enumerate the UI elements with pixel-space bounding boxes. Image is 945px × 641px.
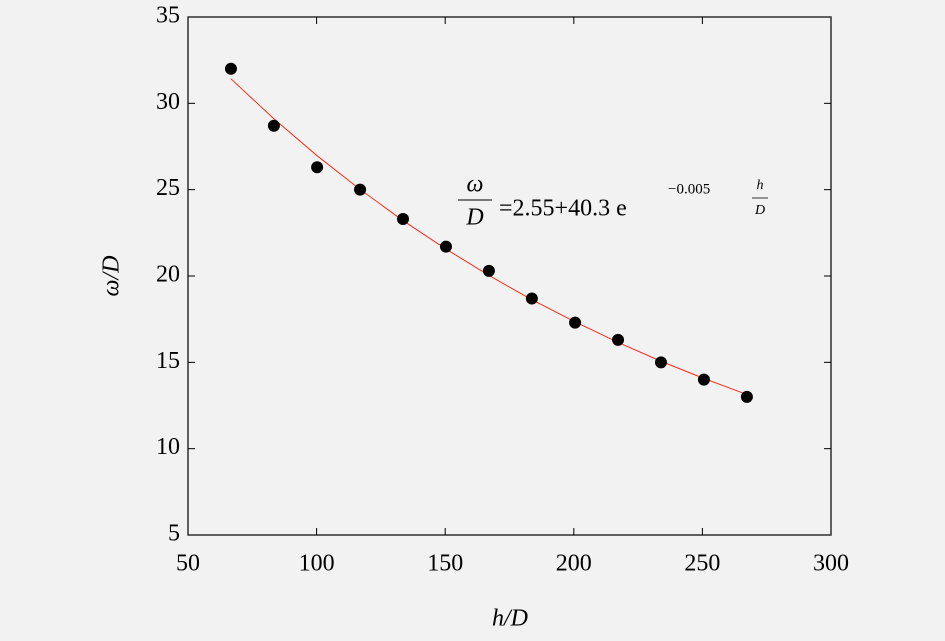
- data-point: [267, 119, 280, 132]
- x-tick-label: 200: [556, 551, 592, 577]
- exponent-denominator: D: [754, 203, 765, 218]
- data-point: [525, 292, 538, 305]
- data-point: [482, 264, 495, 277]
- equation-numerator: ω: [467, 172, 484, 198]
- y-tick-label: 25: [156, 175, 180, 201]
- x-tick-label: 50: [176, 551, 200, 577]
- data-point: [397, 213, 410, 226]
- data-point: [654, 356, 667, 369]
- data-point: [311, 161, 324, 174]
- x-tick-label: 100: [299, 551, 335, 577]
- y-tick-label: 20: [156, 262, 180, 288]
- fit-curve: [230, 78, 746, 395]
- y-tick-label: 30: [156, 89, 180, 115]
- data-point: [612, 333, 625, 346]
- x-tick-label: 150: [427, 551, 463, 577]
- equation-rhs: =2.55+40.3 e: [499, 196, 627, 222]
- exponent-numerator: h: [757, 178, 764, 193]
- x-tick-label: 300: [813, 551, 849, 577]
- data-point: [439, 240, 452, 253]
- equation: ω D =2.55+40.3 e −0.005 h D: [458, 172, 768, 231]
- data-point: [697, 373, 710, 386]
- equation-denominator: D: [465, 205, 483, 231]
- data-point: [224, 62, 237, 75]
- data-point: [354, 183, 367, 196]
- y-tick-label: 5: [168, 521, 180, 547]
- x-axis-label: h/D: [492, 606, 528, 632]
- plot-frame: [187, 16, 832, 536]
- data-point: [569, 316, 582, 329]
- data-point: [740, 390, 753, 403]
- equation-exponent: −0.005: [668, 181, 710, 197]
- y-tick-label: 15: [156, 348, 180, 374]
- y-tick-label: 10: [156, 434, 180, 460]
- y-tick-label: 35: [156, 3, 180, 29]
- y-axis-label: ω/D: [99, 256, 125, 297]
- x-tick-label: 250: [684, 551, 720, 577]
